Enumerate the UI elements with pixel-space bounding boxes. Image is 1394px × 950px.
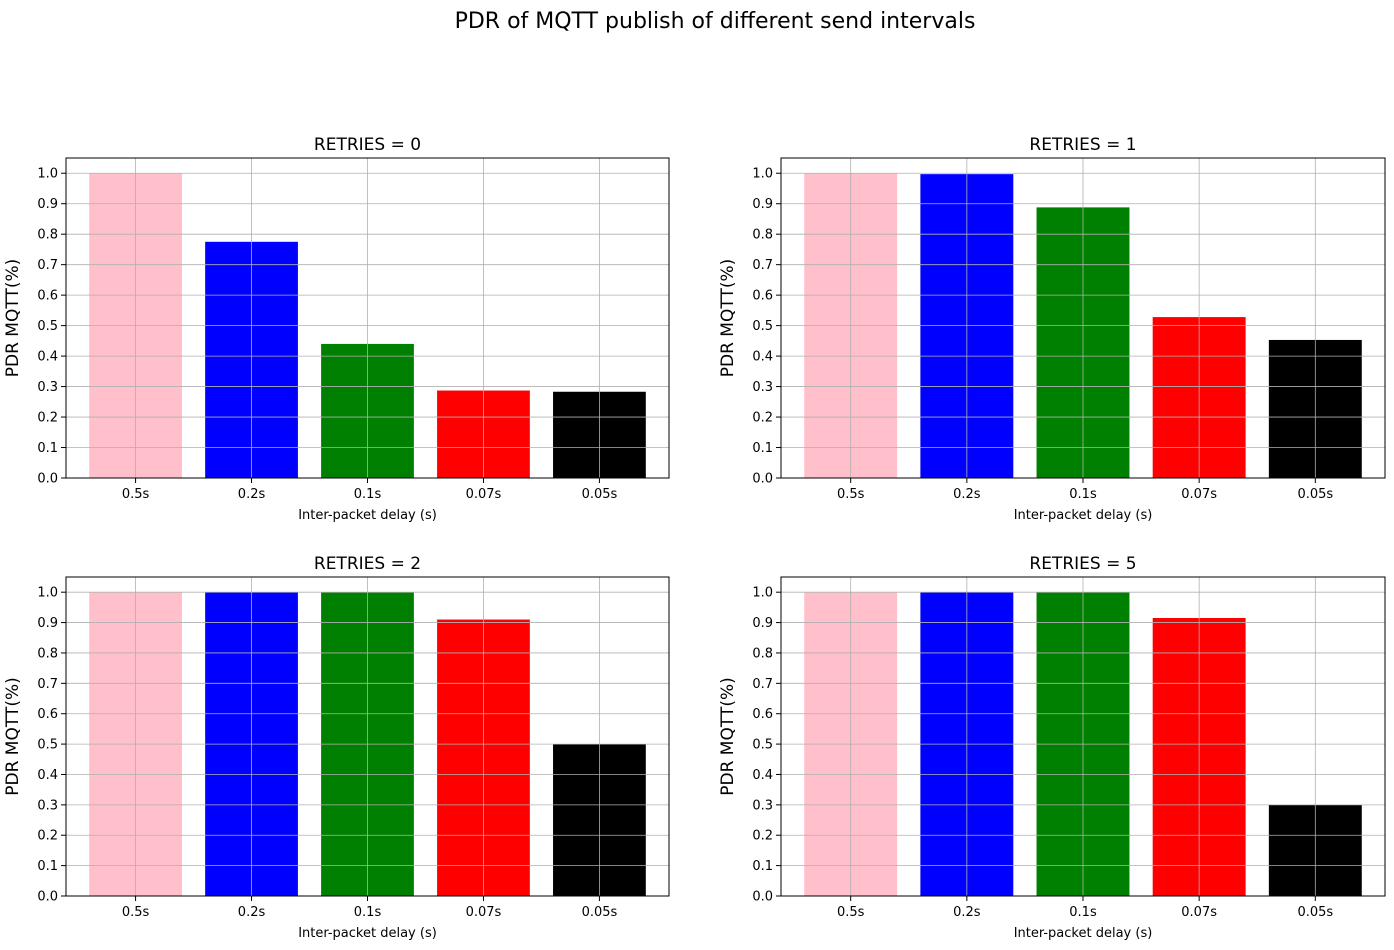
x-tick-label: 0.1s xyxy=(1069,487,1097,502)
y-axis-label: PDR MQTT(%) xyxy=(718,259,738,378)
y-tick-label: 0.1 xyxy=(37,441,58,456)
x-tick-label: 0.5s xyxy=(837,905,865,920)
y-tick-label: 0.6 xyxy=(37,289,58,304)
x-tick-label: 0.07s xyxy=(1181,905,1217,920)
y-tick-label: 0.3 xyxy=(752,380,773,395)
y-tick-label: 0.8 xyxy=(37,646,58,661)
y-tick-label: 0.4 xyxy=(752,768,773,783)
y-tick-label: 0.4 xyxy=(752,350,773,365)
x-tick-label: 0.05s xyxy=(582,905,618,920)
y-axis-label: PDR MQTT(%) xyxy=(3,259,23,378)
figure-title: PDR of MQTT publish of different send in… xyxy=(455,9,976,34)
x-tick-label: 0.1s xyxy=(354,487,382,502)
y-tick-label: 1.0 xyxy=(752,167,773,182)
x-tick-label: 0.2s xyxy=(238,905,266,920)
y-tick-label: 1.0 xyxy=(37,167,58,182)
y-tick-label: 0.8 xyxy=(37,228,58,243)
y-tick-label: 0.9 xyxy=(37,197,58,212)
y-tick-label: 0.3 xyxy=(37,380,58,395)
x-axis-label: Inter-packet delay (s) xyxy=(1014,508,1153,523)
y-tick-label: 0.7 xyxy=(752,258,773,273)
y-tick-label: 0.3 xyxy=(752,798,773,813)
y-tick-label: 0.7 xyxy=(37,258,58,273)
y-tick-label: 0.5 xyxy=(37,738,58,753)
x-axis-label: Inter-packet delay (s) xyxy=(298,926,437,941)
y-tick-label: 0.0 xyxy=(752,890,773,905)
panel-title: RETRIES = 1 xyxy=(1029,135,1136,155)
y-axis-label: PDR MQTT(%) xyxy=(718,677,738,796)
x-tick-label: 0.5s xyxy=(122,905,150,920)
chart-panel: 0.0 0.1 0.2 0.3 0.4 0.5 0.6 0.7 0.8 0.9 1.0 0.5s 0.2… xyxy=(3,135,670,523)
y-axis-label: PDR MQTT(%) xyxy=(3,677,23,796)
chart-panel: 0.0 0.1 0.2 0.3 0.4 0.5 0.6 0.7 0.8 0.9 1.0 0.5s 0.2… xyxy=(718,554,1386,941)
x-tick-label: 0.07s xyxy=(466,905,502,920)
x-tick-label: 0.1s xyxy=(1069,905,1097,920)
y-tick-label: 0.8 xyxy=(752,646,773,661)
panel-title: RETRIES = 0 xyxy=(314,135,421,155)
y-tick-label: 0.4 xyxy=(37,768,58,783)
y-tick-label: 0.8 xyxy=(752,228,773,243)
panel-title: RETRIES = 2 xyxy=(314,554,421,574)
x-tick-label: 0.07s xyxy=(1181,487,1217,502)
y-tick-label: 0.6 xyxy=(752,707,773,722)
x-tick-label: 0.05s xyxy=(1297,905,1333,920)
x-tick-label: 0.05s xyxy=(582,487,618,502)
y-tick-label: 1.0 xyxy=(752,586,773,601)
y-tick-label: 0.7 xyxy=(752,677,773,692)
y-tick-label: 0.7 xyxy=(37,677,58,692)
x-tick-label: 0.2s xyxy=(238,487,266,502)
y-tick-label: 1.0 xyxy=(37,586,58,601)
y-tick-label: 0.2 xyxy=(752,411,773,426)
x-tick-label: 0.1s xyxy=(354,905,382,920)
chart-panel: 0.0 0.1 0.2 0.3 0.4 0.5 0.6 0.7 0.8 0.9 1.0 0.5s 0.2… xyxy=(718,135,1386,523)
x-tick-label: 0.05s xyxy=(1297,487,1333,502)
chart-panel: 0.0 0.1 0.2 0.3 0.4 0.5 0.6 0.7 0.8 0.9 1.0 0.5s 0.2… xyxy=(3,554,670,941)
y-tick-label: 0.4 xyxy=(37,350,58,365)
chart-panels: 0.0 0.1 0.2 0.3 0.4 0.5 0.6 0.7 0.8 0.9 1.0 0.5s 0.2… xyxy=(3,135,1386,941)
y-tick-label: 0.0 xyxy=(752,472,773,487)
y-tick-label: 0.3 xyxy=(37,798,58,813)
y-tick-label: 0.9 xyxy=(752,616,773,631)
x-axis-label: Inter-packet delay (s) xyxy=(1014,926,1153,941)
y-tick-label: 0.1 xyxy=(752,441,773,456)
x-tick-label: 0.2s xyxy=(953,487,981,502)
x-axis-label: Inter-packet delay (s) xyxy=(298,508,437,523)
x-tick-label: 0.5s xyxy=(837,487,865,502)
panel-title: RETRIES = 5 xyxy=(1029,554,1136,574)
y-tick-label: 0.1 xyxy=(37,859,58,874)
y-tick-label: 0.0 xyxy=(37,890,58,905)
y-tick-label: 0.2 xyxy=(37,411,58,426)
y-tick-label: 0.2 xyxy=(752,829,773,844)
x-tick-label: 0.5s xyxy=(122,487,150,502)
y-tick-label: 0.5 xyxy=(37,319,58,334)
y-tick-label: 0.0 xyxy=(37,472,58,487)
y-tick-label: 0.9 xyxy=(752,197,773,212)
y-tick-label: 0.1 xyxy=(752,859,773,874)
x-tick-label: 0.2s xyxy=(953,905,981,920)
y-tick-label: 0.5 xyxy=(752,738,773,753)
y-tick-label: 0.6 xyxy=(37,707,58,722)
y-tick-label: 0.5 xyxy=(752,319,773,334)
y-tick-label: 0.9 xyxy=(37,616,58,631)
x-tick-label: 0.07s xyxy=(466,487,502,502)
y-tick-label: 0.6 xyxy=(752,289,773,304)
y-tick-label: 0.2 xyxy=(37,829,58,844)
